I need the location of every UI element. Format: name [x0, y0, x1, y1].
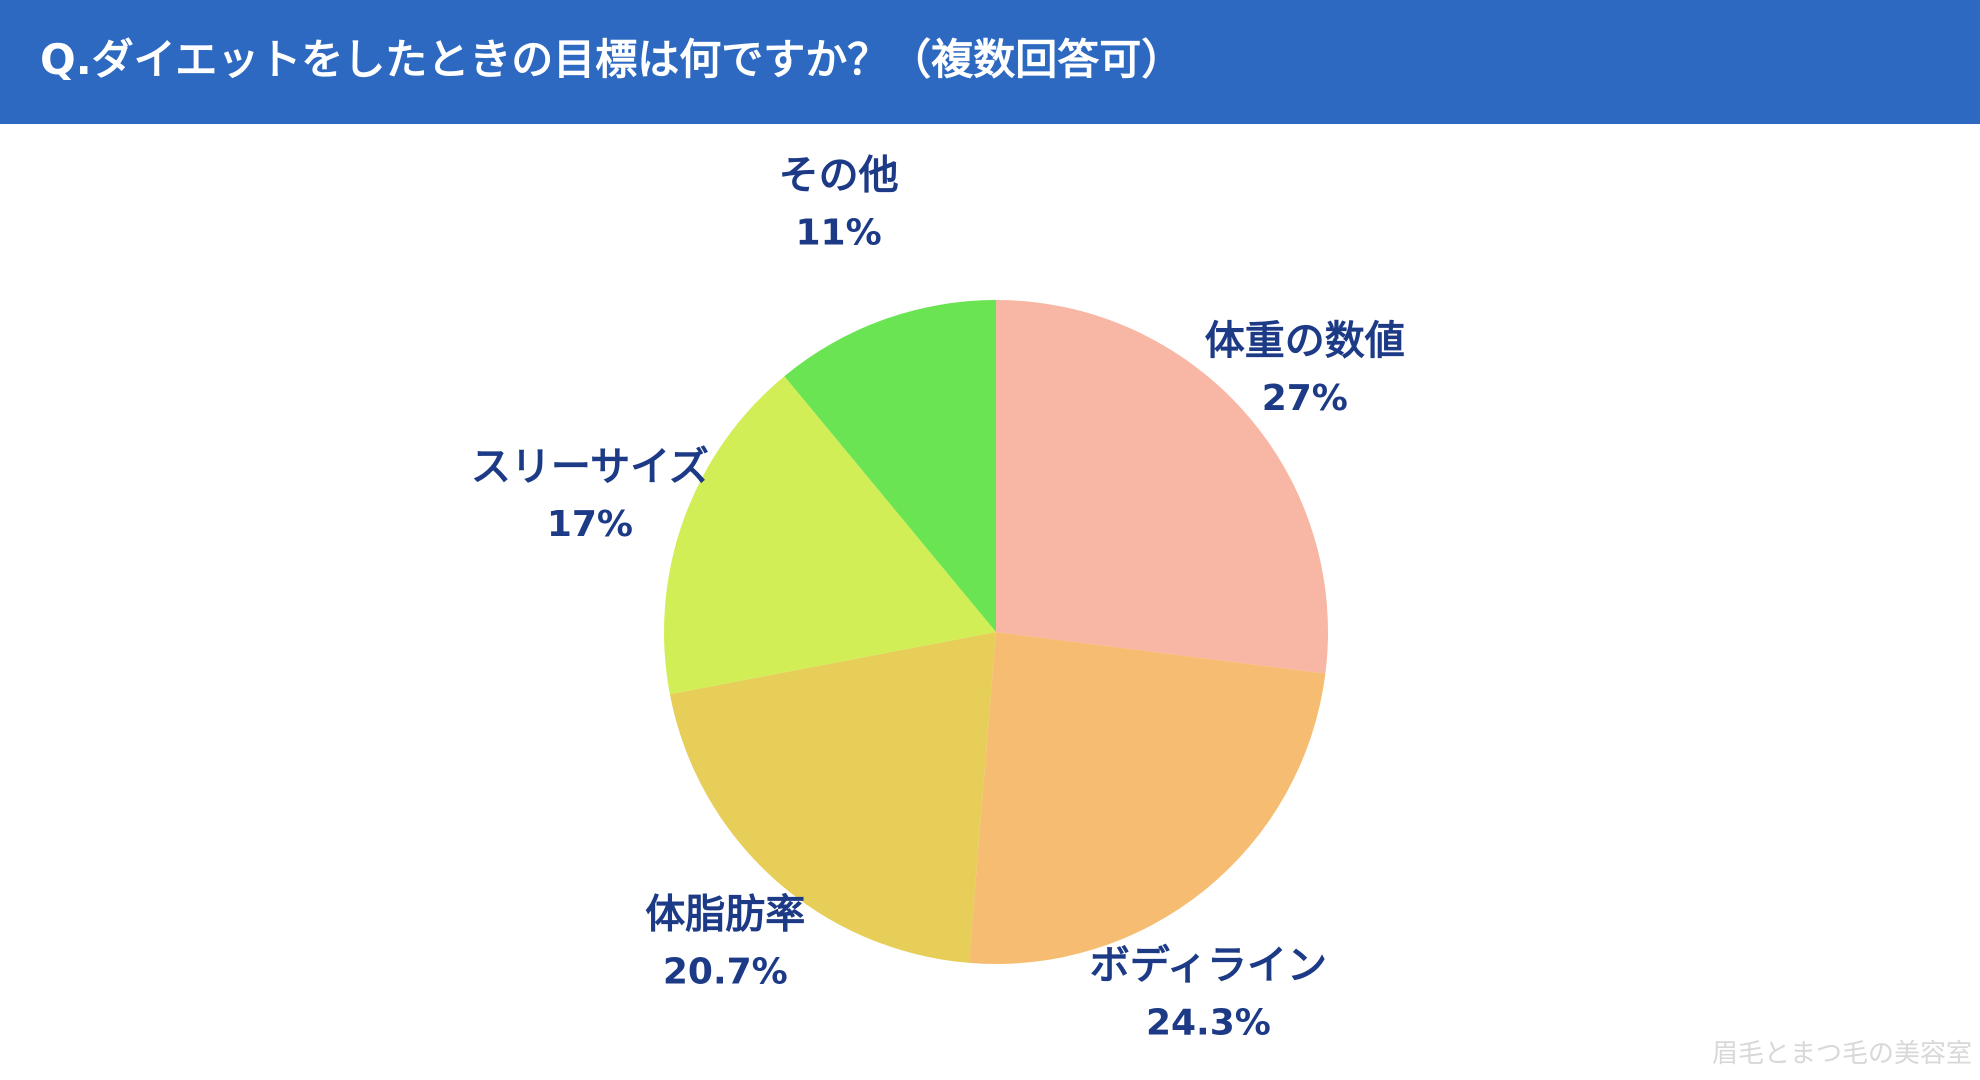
slice-value-label: 17% — [547, 504, 633, 545]
slice-three-sizes — [664, 376, 996, 695]
slice-value-label: 27% — [1262, 378, 1348, 419]
slice-value-label: 11% — [796, 213, 882, 254]
slice-other — [784, 300, 996, 632]
watermark: 眉毛とまつ毛の美容室 — [1711, 1039, 1972, 1069]
slice-value-label: 24.3% — [1146, 1003, 1271, 1044]
slice-label: スリーサイズ — [471, 444, 709, 490]
slice-label: 体脂肪率 — [645, 891, 805, 937]
chart-header: Q.ダイエットをしたときの目標は何ですか？（複数回答可） — [0, 0, 1980, 124]
slice-label: 体重の数値 — [1205, 318, 1405, 364]
chart-title: Q.ダイエットをしたときの目標は何ですか？（複数回答可） — [40, 35, 1184, 84]
slice-body-fat — [669, 632, 996, 963]
pie-labels: 体重の数値 27% ボディライン 24.3% 体脂肪率 20.7% スリーサイズ 17% その他… — [471, 153, 1405, 1044]
slice-value-label: 20.7% — [663, 951, 788, 992]
pie-slices — [664, 300, 1328, 964]
slice-label: その他 — [779, 153, 899, 199]
slice-body-weight — [996, 300, 1328, 674]
slice-label: ボディライン — [1090, 943, 1327, 989]
slice-body-line — [968, 632, 1326, 964]
